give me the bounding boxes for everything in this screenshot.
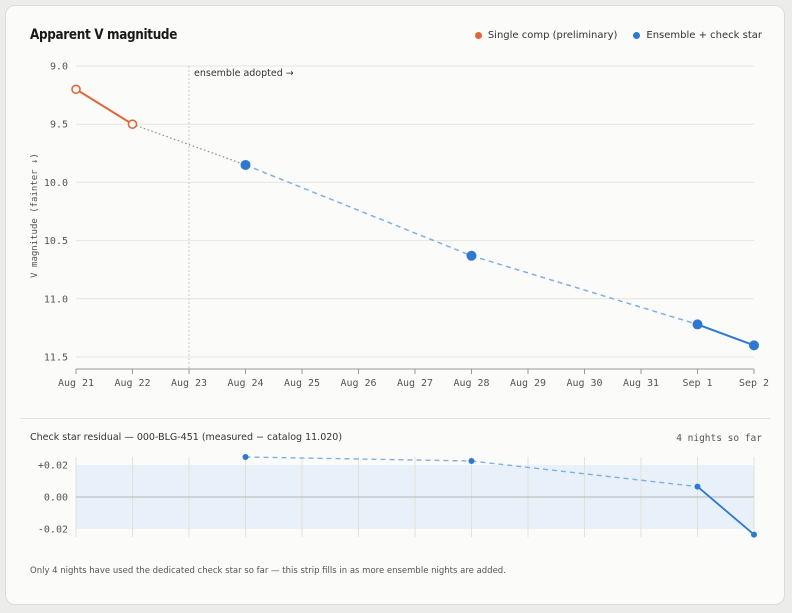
y-tick-label: 9.0 [50,62,68,73]
x-tick-label: Aug 30 [566,378,602,389]
x-tick-label: Aug 21 [58,378,94,389]
chart-legend: Single comp (preliminary) Ensemble + che… [474,30,762,41]
chart-title: Apparent V magnitude [30,27,178,43]
legend-item-single-comp: Single comp (preliminary) [474,30,618,41]
y-axis-title: V magnitude (fainter ↓) [30,153,40,278]
ensemble-point [749,340,759,351]
y-tick-label: 10.5 [44,236,68,247]
x-tick-label: Aug 28 [453,378,489,389]
section-divider [20,418,770,419]
ensemble-adopted-label: ensemble adopted → [194,68,294,79]
magnitude-chart: 9.0 9.5 10.0 10.5 11.0 11.5 Aug 21 Aug 22 Aug 23… [30,62,769,390]
x-tick-label: Aug 23 [171,378,207,389]
legend-label-ensemble: Ensemble + check star [646,30,762,41]
x-tick-label: Aug 31 [623,378,659,389]
y-tick-label: 11.0 [44,294,68,305]
x-tick-label: Sep 2 [739,378,769,389]
x-tick-label: Aug 22 [114,378,150,389]
transition-line [132,123,246,166]
single-comp-line [75,88,134,126]
ensemble-line-segment [471,255,698,326]
x-tick-label: Aug 24 [227,378,263,389]
y-tick-label: 10.0 [44,178,68,189]
nights-count-label: 4 nights so far [676,433,762,444]
y-tick-label: 11.5 [44,353,68,364]
ensemble-line-segment [245,164,472,257]
residual-title: Check star residual — 000-BLG-451 (measu… [30,432,343,443]
x-tick-label: Aug 29 [510,378,546,389]
ensemble-point [240,159,251,170]
legend-marker-single-comp [474,32,482,39]
ensemble-line-segment [697,323,755,347]
single-comp-point [127,119,138,129]
single-comp-point [71,84,81,95]
x-tick-label: Aug 27 [397,378,433,389]
residual-footnote: Only 4 nights have used the dedicated ch… [30,566,506,576]
y-tick-label: 9.5 [50,120,68,131]
x-tick-label: Aug 25 [284,378,320,389]
ensemble-point [692,319,703,330]
legend-marker-ensemble [633,32,641,39]
ensemble-point [466,250,477,261]
x-tick-label: Sep 1 [682,378,712,389]
legend-label-single-comp: Single comp (preliminary) [487,30,618,41]
x-tick-label: Aug 26 [340,378,376,389]
legend-item-ensemble: Ensemble + check star [633,30,762,41]
